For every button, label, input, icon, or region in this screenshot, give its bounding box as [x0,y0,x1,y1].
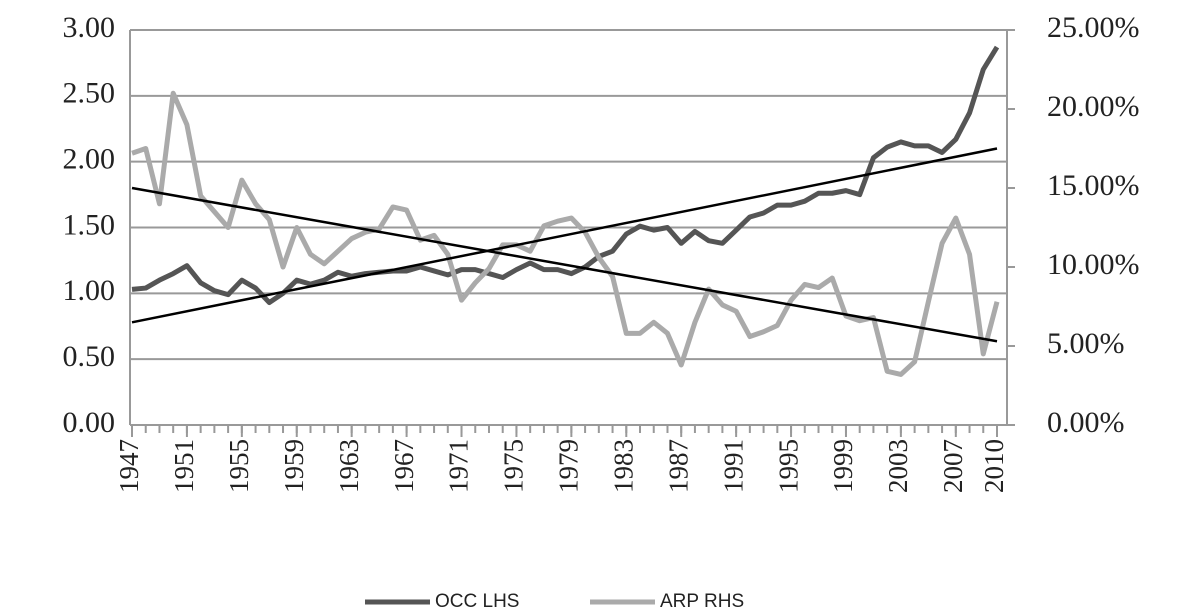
y2-tick-label: 0.00% [1047,406,1125,439]
x-tick-label: 2010 [979,439,1009,493]
x-tick-label: 2003 [883,439,913,493]
x-tick-label: 1959 [279,439,309,493]
x-tick-label: 1967 [389,439,419,493]
y-tick-label: 2.00 [63,143,116,176]
legend-label: OCC LHS [435,591,519,612]
y-tick-label: 0.50 [63,340,116,373]
x-tick-label: 1971 [444,439,474,493]
y-tick-label: 2.50 [63,77,116,110]
trend-line [131,186,998,343]
x-tick-label: 1947 [114,439,144,493]
x-tick-label: 1963 [334,439,364,493]
y2-tick-label: 15.00% [1047,169,1140,202]
x-tick-label: 1999 [828,439,858,493]
trend-line [131,147,998,324]
x-tick-label: 1955 [224,439,254,493]
y2-tick-label: 25.00% [1047,11,1140,44]
y2-tick-label: 20.00% [1047,90,1140,123]
data-line [131,45,1000,306]
y-tick-label: 1.00 [63,274,116,307]
y2-tick-label: 5.00% [1047,327,1125,360]
x-tick-label: 2007 [938,439,968,493]
x-tick-label: 1991 [718,439,748,493]
x-tick-label: 1951 [169,439,199,493]
x-tick-label: 1995 [773,439,803,493]
y2-tick-label: 10.00% [1047,248,1140,281]
data-line [131,90,1000,377]
y-tick-label: 0.00 [63,406,116,439]
x-tick-label: 1975 [499,439,529,493]
x-tick-label: 1983 [608,439,638,493]
x-tick-label: 1987 [663,439,693,493]
legend-label: ARP RHS [660,591,744,612]
y-tick-label: 3.00 [63,11,116,44]
x-tick-label: 1979 [554,439,584,493]
y-tick-label: 1.50 [63,208,116,241]
